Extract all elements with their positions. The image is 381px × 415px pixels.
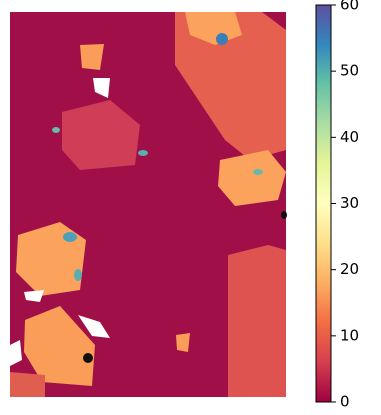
spot [253,169,263,175]
spot [63,232,77,242]
grain [176,333,190,352]
spot [83,353,93,363]
spot [216,33,228,45]
spot [138,150,148,156]
grain [175,12,286,160]
colorbar-tick-label: 10 [340,326,359,344]
grain [185,12,242,45]
gap [24,290,44,302]
image [10,12,287,397]
grain [10,372,45,397]
gap [10,340,22,366]
gap [93,78,110,98]
colorbar-tick-label: 30 [340,194,359,212]
colorbar [315,4,332,403]
colorbar-tick-label: 60 [340,0,359,14]
spot [281,211,287,219]
colorbar-ticks: 0 10 20 30 40 50 60 [331,0,359,411]
grain [228,245,286,397]
colorbar-tick-label: 40 [340,128,359,146]
spot [74,269,82,281]
grain [80,44,104,70]
spot [52,127,60,133]
grain [62,100,140,170]
gap [78,315,110,338]
grain [24,306,95,386]
colorbar-tick-label: 20 [340,260,359,278]
colorbar-tick-label: 0 [340,393,350,411]
colorbar-tick-label: 50 [340,62,359,80]
grain [218,150,286,206]
